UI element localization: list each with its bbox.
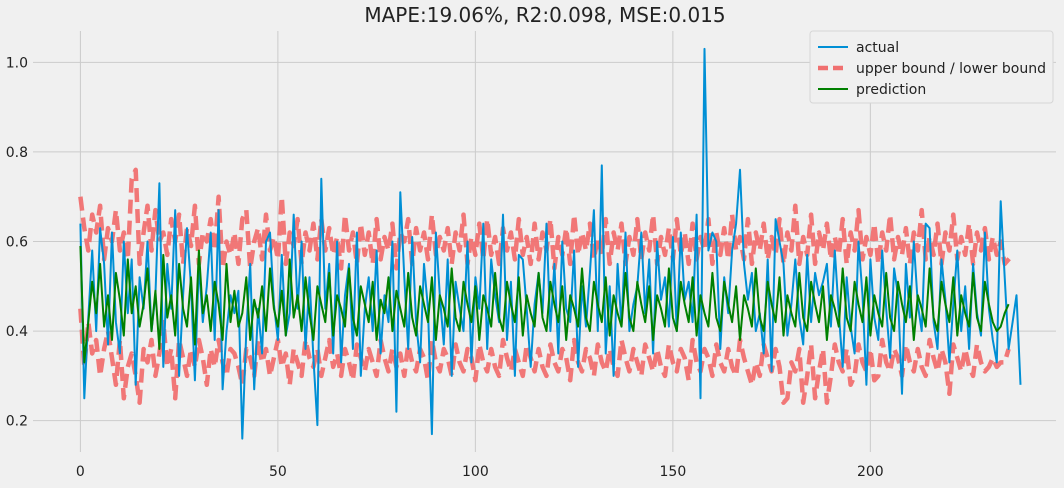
legend-prediction-label: prediction xyxy=(856,82,926,98)
legend-actual-label: actual xyxy=(856,40,899,56)
lower-bound-line xyxy=(78,308,1011,405)
chart-title: MAPE:19.06%, R2:0.098, MSE:0.015 xyxy=(364,3,725,27)
prediction-line xyxy=(79,245,1010,364)
x-tick-label: 0 xyxy=(76,464,85,480)
y-tick-label: 0.2 xyxy=(6,414,28,430)
y-tick-label: 0.4 xyxy=(6,324,28,340)
x-tick-label: 50 xyxy=(269,464,287,480)
plot-series xyxy=(78,47,1022,440)
y-tick-label: 0.8 xyxy=(6,145,28,161)
x-tick-label: 200 xyxy=(857,464,884,480)
y-tick-label: 0.6 xyxy=(6,235,28,251)
x-tick-labels: 0 50 100 150 200 xyxy=(76,464,884,480)
x-tick-label: 100 xyxy=(462,464,489,480)
x-tick-label: 150 xyxy=(660,464,687,480)
legend: actual upper bound / lower bound predictio… xyxy=(809,30,1054,104)
actual-line xyxy=(79,47,1022,440)
legend-bounds-label: upper bound / lower bound xyxy=(856,61,1046,77)
y-tick-labels: 0.2 0.4 0.6 0.8 1.0 xyxy=(6,55,28,429)
y-tick-label: 1.0 xyxy=(6,55,28,71)
legend-box xyxy=(809,30,1054,104)
